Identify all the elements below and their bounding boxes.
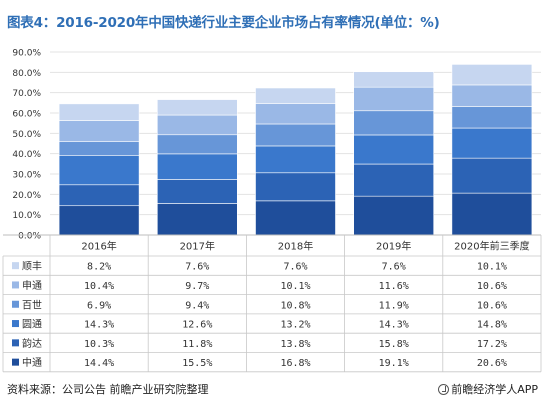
data-label: 12.6% bbox=[182, 320, 212, 331]
bar-segment-申通 bbox=[255, 103, 336, 125]
data-label: 6.9% bbox=[87, 300, 111, 311]
chart-title: 图表4：2016-2020年中国快递行业主要企业市场占有率情况(单位：%) bbox=[7, 15, 440, 31]
bar-segment-百世 bbox=[58, 141, 140, 156]
data-label: 15.8% bbox=[379, 339, 409, 350]
data-label: 14.3% bbox=[84, 320, 114, 331]
x-tick-label: 2016年 bbox=[81, 240, 116, 253]
bar-segment-申通 bbox=[157, 114, 238, 136]
bar-segment-韵达 bbox=[451, 157, 533, 194]
y-tick-label: 10.0% bbox=[12, 211, 41, 221]
data-label: 13.8% bbox=[280, 339, 310, 350]
bar-segment-中通 bbox=[353, 195, 435, 236]
x-tick-label: 2020年前三季度 bbox=[454, 240, 529, 253]
data-label: 10.1% bbox=[280, 281, 310, 292]
bar-segment-申通 bbox=[353, 86, 435, 112]
y-tick-label: 70.0% bbox=[12, 89, 41, 99]
y-tick-label: 0.0% bbox=[18, 232, 41, 242]
bar-segment-顺丰 bbox=[157, 99, 238, 116]
bar-segment-圆通 bbox=[451, 127, 533, 159]
data-label: 13.2% bbox=[280, 320, 310, 331]
y-tick-label: 50.0% bbox=[12, 130, 41, 140]
brand-credit: 前瞻经济学人APP bbox=[438, 381, 538, 397]
x-tick-label: 2017年 bbox=[180, 240, 215, 253]
bar-segment-圆通 bbox=[255, 145, 336, 174]
legend-swatch-申通 bbox=[12, 281, 19, 289]
data-label: 7.6% bbox=[185, 262, 209, 273]
data-label: 10.6% bbox=[477, 281, 507, 292]
y-axis-ticks: 0.0% 10.0% 20.0% 30.0% 40.0% 50.0% 60.0% 70.0% 8… bbox=[12, 49, 41, 242]
bar-segment-百世 bbox=[353, 110, 435, 136]
data-label: 10.3% bbox=[84, 339, 114, 350]
data-label: 11.6% bbox=[379, 281, 409, 292]
bar-segment-百世 bbox=[451, 106, 533, 129]
data-label: 17.2% bbox=[477, 339, 507, 350]
legend-swatch-百世 bbox=[12, 300, 19, 308]
data-label: 8.2% bbox=[87, 262, 111, 273]
data-label: 7.6% bbox=[283, 262, 307, 273]
bar-segment-韵达 bbox=[58, 184, 140, 207]
bar-segment-中通 bbox=[451, 192, 533, 236]
data-label: 20.6% bbox=[477, 358, 507, 369]
data-label: 11.9% bbox=[379, 300, 409, 311]
bar-segment-圆通 bbox=[157, 153, 238, 180]
bar-segment-中通 bbox=[157, 203, 238, 236]
data-label: 19.1% bbox=[379, 358, 409, 369]
bar-segment-韵达 bbox=[255, 172, 336, 202]
legend-entry: 百世 bbox=[22, 299, 42, 311]
y-tick-label: 20.0% bbox=[12, 191, 41, 201]
data-label: 9.4% bbox=[185, 300, 209, 311]
y-tick-label: 60.0% bbox=[12, 110, 41, 120]
legend-entry: 顺丰 bbox=[22, 260, 42, 273]
bar-segment-申通 bbox=[58, 120, 140, 142]
source-note: 资料来源：公司公告 前瞻产业研究院整理 bbox=[7, 383, 209, 396]
legend-swatch-韵达 bbox=[12, 339, 19, 347]
legend-swatch-圆通 bbox=[12, 320, 19, 328]
bar-segment-百世 bbox=[157, 134, 238, 155]
bar-segment-韵达 bbox=[353, 163, 435, 197]
y-tick-label: 90.0% bbox=[12, 49, 41, 59]
legend-entry: 中通 bbox=[22, 356, 42, 369]
bar-segment-顺丰 bbox=[451, 64, 533, 86]
bar-segment-顺丰 bbox=[255, 87, 336, 104]
bar-segment-圆通 bbox=[58, 155, 140, 186]
legend-swatch-顺丰 bbox=[12, 262, 19, 270]
legend-swatch-中通 bbox=[12, 358, 19, 366]
legend-entry: 申通 bbox=[22, 279, 42, 292]
bar-segment-顺丰 bbox=[353, 71, 435, 88]
data-label: 14.8% bbox=[477, 320, 507, 331]
x-tick-label: 2018年 bbox=[278, 240, 313, 253]
legend-entry: 圆通 bbox=[22, 319, 42, 331]
bars bbox=[58, 64, 533, 236]
bar-segment-圆通 bbox=[353, 134, 435, 165]
brand-logo-icon bbox=[438, 384, 450, 395]
data-label: 15.5% bbox=[182, 358, 212, 369]
bar-segment-百世 bbox=[255, 123, 336, 147]
bar-segment-中通 bbox=[58, 205, 140, 236]
data-label: 7.6% bbox=[382, 262, 406, 273]
data-label: 10.8% bbox=[280, 300, 310, 311]
bar-segment-韵达 bbox=[157, 179, 238, 204]
bar-segment-中通 bbox=[255, 200, 336, 236]
data-label: 16.8% bbox=[280, 358, 310, 369]
data-label: 11.8% bbox=[182, 339, 212, 350]
bar-segment-顺丰 bbox=[58, 103, 140, 121]
legend-entry: 韵达 bbox=[22, 337, 42, 350]
y-tick-label: 30.0% bbox=[12, 171, 41, 181]
data-label: 9.7% bbox=[185, 281, 209, 292]
x-tick-label: 2019年 bbox=[376, 240, 411, 253]
data-label: 10.1% bbox=[477, 262, 507, 273]
data-label: 14.4% bbox=[84, 358, 114, 369]
data-label: 14.3% bbox=[379, 320, 409, 331]
y-tick-label: 40.0% bbox=[12, 150, 41, 160]
data-label: 10.6% bbox=[477, 300, 507, 311]
data-label: 10.4% bbox=[84, 281, 114, 292]
bar-segment-申通 bbox=[451, 84, 533, 107]
brand-name: 前瞻经济学人APP bbox=[451, 383, 538, 396]
y-tick-label: 80.0% bbox=[12, 69, 41, 79]
